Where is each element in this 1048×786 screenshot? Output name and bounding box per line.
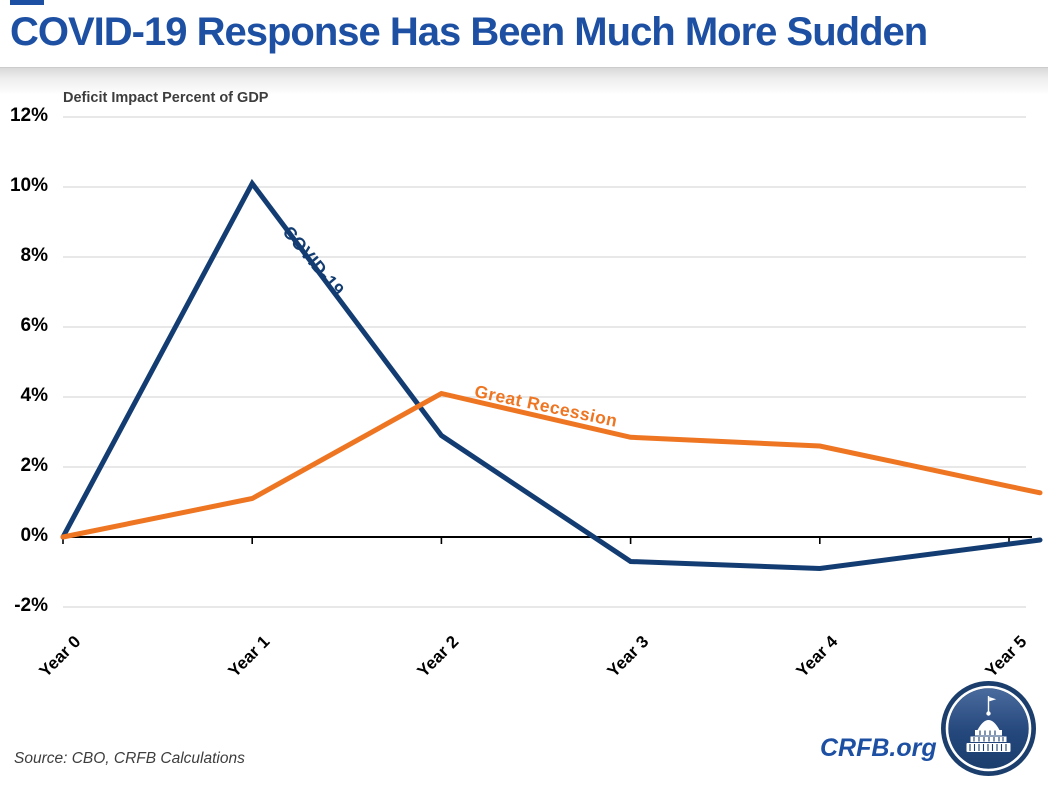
capitol-columns: [969, 730, 1007, 751]
y-tick-label: 4%: [20, 385, 48, 406]
y-tick-label: 0%: [20, 525, 48, 546]
series-line-great-recession: [60, 390, 1043, 540]
source-note: Source: CBO, CRFB Calculations: [14, 750, 245, 767]
series-line-covid-19: [60, 178, 1043, 572]
page-title: COVID-19 Response Has Been Much More Sud…: [10, 10, 928, 54]
title-divider: [0, 67, 1048, 95]
slide-edge-mark: [10, 0, 44, 5]
y-axis-title: Deficit Impact Percent of GDP: [63, 90, 269, 106]
y-tick-label: 2%: [20, 455, 48, 476]
y-tick-label: 10%: [9, 175, 48, 196]
y-tick-label: 12%: [9, 105, 48, 126]
y-tick-label: -2%: [14, 595, 48, 616]
y-tick-label: 6%: [20, 315, 48, 336]
y-tick-label: 8%: [20, 245, 48, 266]
crfb-org-wordmark: CRFB.org: [820, 734, 937, 762]
crfb-capitol-logo-icon: [941, 681, 1036, 776]
